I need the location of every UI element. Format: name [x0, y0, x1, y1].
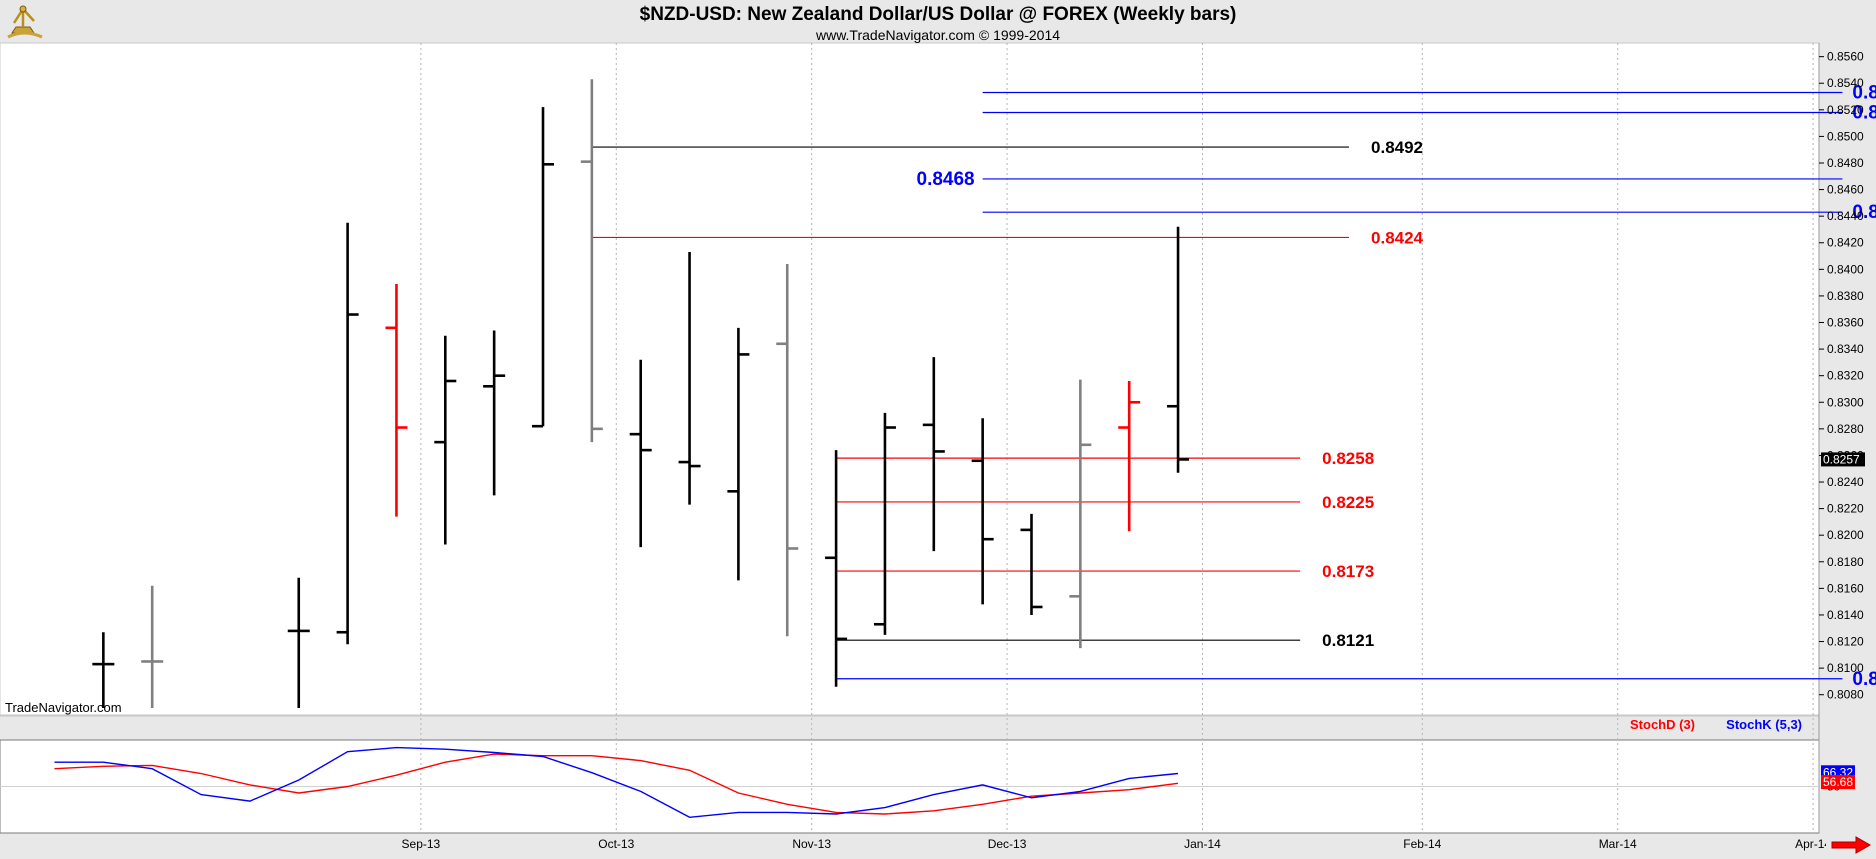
stochd-value-label: 56.68 — [1823, 775, 1853, 789]
level-label: 0.8468 — [917, 169, 975, 190]
y-tick-label: 0.8240 — [1827, 475, 1864, 489]
level-label: 0.8424 — [1371, 228, 1424, 247]
ohlc-bar — [678, 252, 701, 505]
legend-stochk: StochK (5,3) — [1726, 717, 1802, 732]
ohlc-bar — [629, 359, 652, 548]
y-tick-label: 0.8200 — [1827, 528, 1864, 542]
x-tick-label: Feb-14 — [1403, 837, 1441, 851]
ohlc-bar — [92, 632, 115, 708]
y-tick-label: 0.8300 — [1827, 395, 1864, 409]
price-panel — [0, 42, 1820, 716]
y-tick-label: 0.8480 — [1827, 156, 1864, 170]
ohlc-bar — [971, 418, 994, 605]
y-tick-label: 0.8560 — [1827, 50, 1864, 64]
ohlc-bar — [776, 264, 799, 637]
ohlc-bar — [1167, 226, 1190, 473]
stochd-value-tag — [1821, 775, 1855, 790]
level-label: 0.8121 — [1322, 631, 1374, 650]
level-label: 0.8492 — [1371, 138, 1423, 157]
y-tick-label: 0.8080 — [1827, 688, 1864, 702]
x-tick-label: Jan-14 — [1184, 837, 1221, 851]
x-tick-label: Dec-13 — [988, 837, 1027, 851]
level-label: 0.8173 — [1322, 562, 1374, 581]
y-tick-label: 0.8120 — [1827, 635, 1864, 649]
x-tick-label: Oct-13 — [598, 837, 634, 851]
ohlc-bar — [1118, 380, 1141, 532]
y-tick-label: 0.8540 — [1827, 76, 1864, 90]
watermark-label: TradeNavigator.com — [5, 700, 122, 715]
ohlc-bar — [873, 412, 896, 635]
y-tick-label: 0.8320 — [1827, 369, 1864, 383]
level-label: 0.8533 — [1852, 83, 1876, 104]
ohlc-bar — [385, 283, 408, 517]
ohlc-bar — [336, 222, 359, 645]
ohlc-bar — [287, 577, 310, 708]
stochk-line — [54, 746, 1179, 819]
chart-title: $NZD-USD: New Zealand Dollar/US Dollar @… — [640, 4, 1237, 25]
ohlc-bar — [483, 330, 506, 496]
y-tick-label: 0.8500 — [1827, 129, 1864, 143]
level-label: 0.8092 — [1852, 669, 1876, 690]
y-tick-label: 0.8420 — [1827, 236, 1864, 250]
y-tick-label: 0.8400 — [1827, 262, 1864, 276]
y-tick-label: 0.8280 — [1827, 422, 1864, 436]
sextant-logo-icon — [7, 5, 43, 39]
last-price-label: 0.8257 — [1823, 452, 1860, 466]
y-tick-label: 0.8100 — [1827, 661, 1864, 675]
y-tick-label: 0.8340 — [1827, 342, 1864, 356]
x-tick-label: Sep-13 — [402, 837, 441, 851]
level-label: 0.8518 — [1852, 102, 1876, 123]
ohlc-bar — [1069, 379, 1092, 649]
y-tick-label: 0.8180 — [1827, 555, 1864, 569]
last-price-tag — [1821, 452, 1865, 467]
ohlc-bar — [434, 335, 457, 545]
y-tick-label: 0.8520 — [1827, 103, 1864, 117]
ohlc-bar — [825, 450, 848, 687]
y-tick-label: 0.8460 — [1827, 183, 1864, 197]
ohlc-bar — [922, 357, 945, 552]
y-tick-label: 0.8440 — [1827, 209, 1864, 223]
ohlc-bar — [532, 107, 554, 428]
y-tick-label: 0.8160 — [1827, 581, 1864, 595]
y-tick-label: 0.8220 — [1827, 502, 1864, 516]
ohlc-bar — [727, 327, 750, 581]
ohlc-bar — [580, 79, 603, 443]
x-tick-label: Apr-14 — [1795, 837, 1831, 851]
y-tick-label: 0.8360 — [1827, 316, 1864, 330]
ohlc-bar — [1020, 513, 1043, 615]
level-label: 0.8225 — [1322, 493, 1374, 512]
y-tick-label: 0.8380 — [1827, 289, 1864, 303]
scroll-right-button[interactable] — [1826, 836, 1874, 854]
arrow-right-icon — [1831, 836, 1872, 854]
x-tick-label: Mar-14 — [1599, 837, 1637, 851]
ohlc-bar — [141, 585, 164, 708]
stochd-line — [54, 753, 1179, 815]
x-tick-label: Nov-13 — [792, 837, 831, 851]
legend-stochd: StochD (3) — [1630, 717, 1695, 732]
level-label: 0.8443 — [1852, 202, 1876, 223]
level-label: 0.8258 — [1322, 449, 1374, 468]
y-tick-label: 0.8140 — [1827, 608, 1864, 622]
chart-subtitle: www.TradeNavigator.com © 1999-2014 — [815, 27, 1060, 43]
